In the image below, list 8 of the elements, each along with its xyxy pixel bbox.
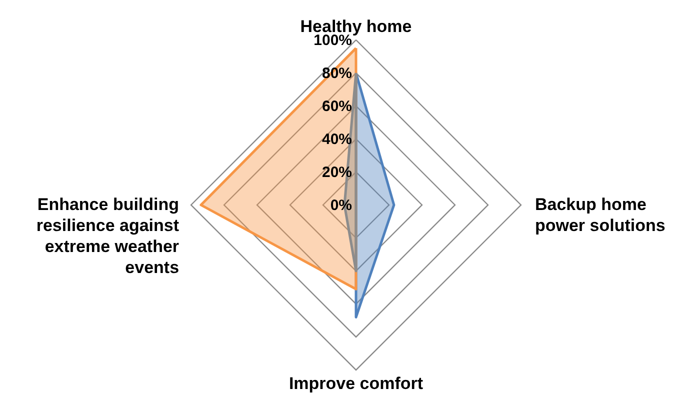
y-tick-label: 40% xyxy=(322,130,352,148)
y-tick-label: 80% xyxy=(322,64,352,82)
spoke-label: Backup home power solutions xyxy=(534,194,666,235)
y-tick-label: 20% xyxy=(322,164,352,181)
spoke-label: Enhance building resilience against extreme weather events xyxy=(36,194,180,277)
y-tick-label: 0% xyxy=(330,196,352,214)
y-tick-label: 60% xyxy=(322,98,352,115)
spoke-label: Improve comfort xyxy=(288,374,424,393)
